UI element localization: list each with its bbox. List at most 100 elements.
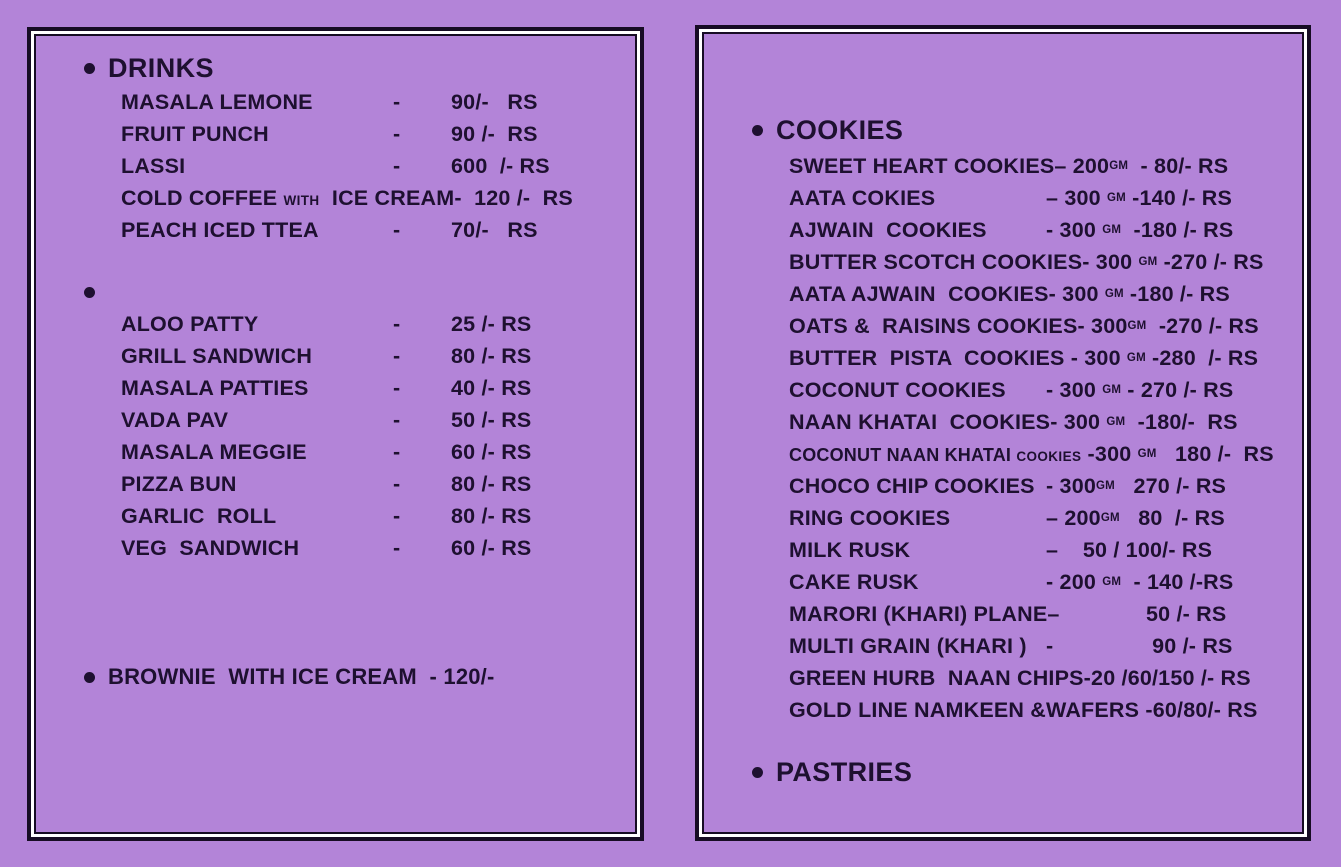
item-dash: - (393, 311, 401, 336)
item-dash: - (393, 153, 401, 178)
item-name-text-2: ICE CREAM- (319, 185, 462, 210)
item-name-text: GOLD LINE NAMKEEN &WAFERS -60/80/- RS (789, 697, 1258, 722)
item-name-text: BUTTER SCOTCH COOKIES- (789, 249, 1090, 274)
item-quantity: - 300 (1048, 281, 1105, 306)
menu-item-row: MASALA PATTIES - 40 /- RS (36, 372, 635, 404)
item-price: - 80/- RS (1128, 153, 1229, 178)
item-name: BUTTER SCOTCH COOKIES- (789, 250, 1090, 275)
item-name: CHOCO CHIP COOKIES (789, 474, 1046, 499)
item-quantity: – 200 (1046, 505, 1101, 530)
item-quantity: - 300 (1046, 377, 1103, 402)
item-name-text: PEACH ICED TTEA (121, 217, 319, 242)
item-unit-gm: GM (1109, 160, 1129, 172)
item-name: OATS & RAISINS COOKIES- (789, 314, 1085, 339)
item-name-text: FRUIT PUNCH (121, 121, 269, 146)
item-name: GREEN HURB NAAN CHIPS-20 /60/150 /- RS (789, 666, 1251, 691)
brownie-line-text: BROWNIE WITH ICE CREAM - 120/- (108, 664, 495, 689)
item-name-text: OATS & RAISINS COOKIES- (789, 313, 1085, 338)
item-name: AATA COKIES (789, 186, 1046, 211)
snacks-list: ALOO PATTY - 25 /- RS GRILL SANDWICH - 8… (36, 308, 635, 564)
item-quantity: – 50 / 100/- RS (1046, 537, 1213, 562)
item-name-text: VEG SANDWICH (121, 535, 300, 560)
menu-item-row: COCONUT NAAN KHATAI COOKIES -300 GM 180 … (704, 438, 1302, 470)
item-price: -270 /- RS (1146, 313, 1259, 338)
item-name-text: GARLIC ROLL (121, 503, 277, 528)
item-quantity: - 300 (1046, 217, 1103, 242)
item-price: 80 /- RS (451, 343, 532, 368)
menu-item-row: FRUIT PUNCH - 90 /- RS (36, 118, 635, 150)
item-dash: - (393, 89, 401, 114)
item-name: MILK RUSK (789, 538, 1046, 563)
menu-item-row: PIZZA BUN - 80 /- RS (36, 468, 635, 500)
menu-item-row: RING COOKIES – 200 GM 80 /- RS (704, 502, 1302, 534)
item-price: 80 /- RS (1119, 505, 1225, 530)
item-quantity: - 300 (1046, 473, 1097, 498)
bullet-icon (752, 124, 763, 136)
item-name: MARORI (KHARI) PLANE (789, 602, 1047, 627)
item-quantity: – 200 (1054, 153, 1110, 178)
item-name: PIZZA BUN (121, 472, 393, 497)
item-unit-gm: GM (1102, 576, 1122, 588)
bullet-icon (752, 766, 763, 778)
cookies-header-label: COOKIES (776, 114, 904, 145)
menu-item-row: MULTI GRAIN (KHARI ) - 90 /- RS (704, 630, 1302, 662)
item-dash: - (393, 343, 401, 368)
item-name-text: GRILL SANDWICH (121, 343, 313, 368)
item-price: -280 /- RS (1145, 345, 1259, 370)
menu-item-row: AATA COKIES – 300 GM -140 /- RS (704, 182, 1302, 214)
item-name: MULTI GRAIN (KHARI ) (789, 634, 1046, 659)
item-name: COLD COFFEE WITH ICE CREAM- (121, 186, 462, 211)
menu-item-row: MILK RUSK – 50 / 100/- RS (704, 534, 1302, 566)
item-price: 60 /- RS (451, 535, 532, 560)
item-name-text: AJWAIN COOKIES (789, 217, 987, 242)
item-name: MASALA PATTIES (121, 376, 393, 401)
item-name-text: MARORI (KHARI) PLANE (789, 601, 1048, 626)
item-name-text: MASALA LEMONE (121, 89, 313, 114)
item-quantity: – 300 (1046, 185, 1107, 210)
menu-item-row: LASSI - 600 /- RS (36, 150, 635, 182)
item-name-text: AATA COKIES (789, 185, 936, 210)
item-name-text: AATA AJWAIN COOKIES (789, 281, 1049, 306)
item-name: FRUIT PUNCH (121, 122, 393, 147)
item-name: COCONUT COOKIES (789, 378, 1046, 403)
item-name: LASSI (121, 154, 393, 179)
item-name-text: MULTI GRAIN (KHARI ) (789, 633, 1027, 658)
item-name-smallcaps: COOKIES (1016, 448, 1082, 464)
cookies-list: SWEET HEART COOKIES – 200 GM - 80/- RS A… (704, 150, 1302, 726)
item-name: SWEET HEART COOKIES (789, 154, 1054, 179)
menu-item-row: AJWAIN COOKIES - 300 GM -180 /- RS (704, 214, 1302, 246)
bullet-icon (84, 62, 95, 74)
panel-white-border: DRINKS MASALA LEMONE - 90/- RS FRUIT PUN… (31, 31, 640, 837)
item-unit-gm: GM (1127, 320, 1147, 332)
item-unit-gm: GM (1102, 384, 1122, 396)
item-name-text: COLD COFFEE (121, 185, 284, 210)
menu-item-row: OATS & RAISINS COOKIES- 300 GM -270 /- R… (704, 310, 1302, 342)
item-name: CAKE RUSK (789, 570, 1046, 595)
item-price: 90/- RS (451, 89, 538, 114)
item-price: 70/- RS (451, 217, 538, 242)
menu-item-row: MASALA LEMONE - 90/- RS (36, 86, 635, 118)
item-quantity: - 300 (1050, 409, 1107, 434)
item-price: 40 /- RS (451, 375, 532, 400)
bullet-icon (84, 671, 95, 683)
item-name: AJWAIN COOKIES (789, 218, 1046, 243)
left-menu-panel: DRINKS MASALA LEMONE - 90/- RS FRUIT PUN… (27, 27, 644, 841)
item-name-text: NAAN KHATAI COOKIES (789, 409, 1051, 434)
item-name-text: LASSI (121, 153, 186, 178)
item-quantity: 300 (1089, 249, 1139, 274)
item-name: VEG SANDWICH (121, 536, 393, 561)
item-name-text: BUTTER PISTA COOKIES (789, 345, 1071, 370)
bullet-icon (84, 286, 95, 298)
item-unit-gm: GM (1106, 192, 1126, 204)
menu-item-row: MASALA MEGGIE - 60 /- RS (36, 436, 635, 468)
menu-item-row: AATA AJWAIN COOKIES - 300 GM -180 /- RS (704, 278, 1302, 310)
item-price: -180 /- RS (1123, 281, 1230, 306)
menu-item-row: GARLIC ROLL - 80 /- RS (36, 500, 635, 532)
item-name-text: SWEET HEART COOKIES (789, 153, 1055, 178)
item-dash: - (393, 439, 401, 464)
item-price: -140 /- RS (1125, 185, 1233, 210)
menu-item-row: GRILL SANDWICH - 80 /- RS (36, 340, 635, 372)
item-unit-gm: GM (1102, 224, 1122, 236)
item-dash: - (393, 407, 401, 432)
